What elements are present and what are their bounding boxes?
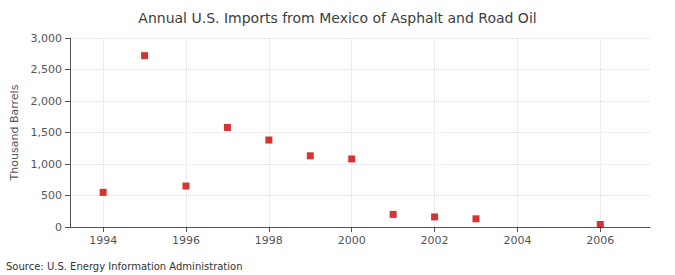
- svg-text:1998: 1998: [255, 234, 283, 247]
- svg-text:2004: 2004: [503, 234, 531, 247]
- svg-text:1996: 1996: [172, 234, 200, 247]
- svg-text:2,500: 2,500: [31, 63, 63, 76]
- svg-text:Source: U.S. Energy Informatio: Source: U.S. Energy Information Administ…: [6, 261, 243, 272]
- svg-text:1,500: 1,500: [31, 126, 63, 139]
- svg-text:500: 500: [41, 189, 62, 202]
- svg-text:2000: 2000: [338, 234, 366, 247]
- svg-text:2006: 2006: [586, 234, 614, 247]
- svg-text:2002: 2002: [421, 234, 449, 247]
- svg-text:1994: 1994: [89, 234, 117, 247]
- svg-text:Annual U.S. Imports from Mexic: Annual U.S. Imports from Mexico of Aspha…: [138, 10, 536, 26]
- svg-text:Thousand Barrels: Thousand Barrels: [8, 84, 21, 181]
- svg-text:1,000: 1,000: [31, 158, 63, 171]
- svg-text:0: 0: [55, 221, 62, 234]
- svg-text:3,000: 3,000: [31, 32, 63, 45]
- svg-text:2,000: 2,000: [31, 95, 63, 108]
